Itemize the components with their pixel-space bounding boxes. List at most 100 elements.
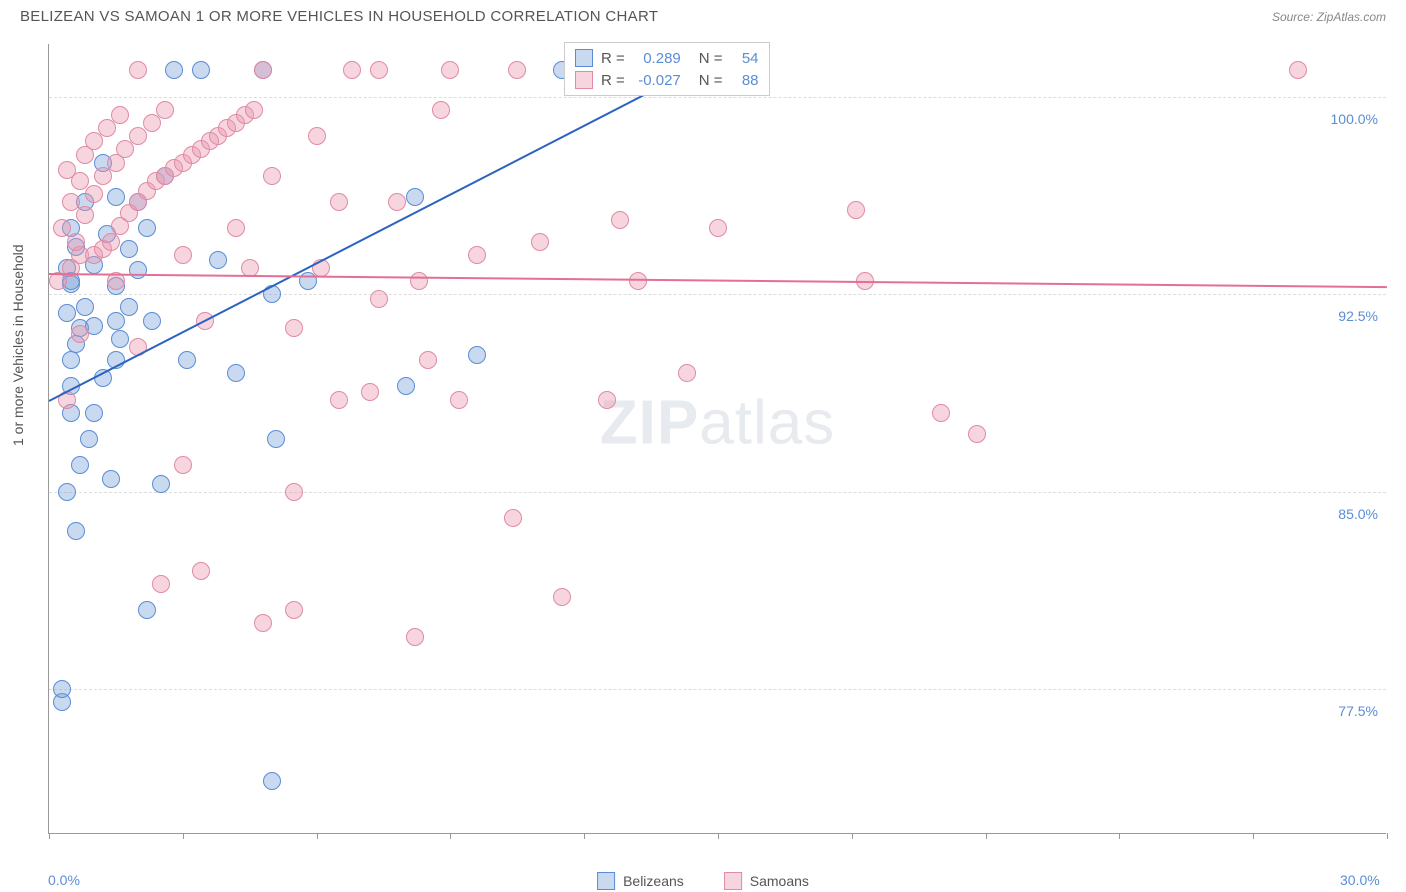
x-tick xyxy=(450,833,451,839)
stats-n-value: 54 xyxy=(731,50,759,67)
stats-r-label: R = xyxy=(601,50,625,67)
stats-box: R =0.289N =54R =-0.027N =88 xyxy=(564,42,770,96)
chart-container: BELIZEAN VS SAMOAN 1 OR MORE VEHICLES IN… xyxy=(0,0,1406,892)
gridline xyxy=(49,492,1386,493)
scatter-point xyxy=(285,319,303,337)
scatter-point xyxy=(178,351,196,369)
scatter-point xyxy=(227,219,245,237)
scatter-point xyxy=(263,772,281,790)
scatter-point xyxy=(174,246,192,264)
scatter-point xyxy=(120,240,138,258)
legend-label: Belizeans xyxy=(623,873,684,889)
scatter-point xyxy=(531,233,549,251)
scatter-point xyxy=(932,404,950,422)
x-tick xyxy=(718,833,719,839)
scatter-point xyxy=(709,219,727,237)
scatter-point xyxy=(343,61,361,79)
x-tick xyxy=(317,833,318,839)
y-tick-label: 77.5% xyxy=(1338,703,1378,719)
scatter-point xyxy=(116,140,134,158)
y-tick-label: 100.0% xyxy=(1331,111,1378,127)
watermark-atlas: atlas xyxy=(699,388,835,457)
scatter-point xyxy=(245,101,263,119)
trend-line xyxy=(49,273,1387,288)
scatter-point xyxy=(410,272,428,290)
scatter-point xyxy=(598,391,616,409)
scatter-point xyxy=(285,601,303,619)
scatter-point xyxy=(468,346,486,364)
stats-swatch xyxy=(575,71,593,89)
scatter-point xyxy=(678,364,696,382)
scatter-point xyxy=(1289,61,1307,79)
scatter-point xyxy=(102,233,120,251)
legend-label: Samoans xyxy=(750,873,809,889)
scatter-point xyxy=(85,185,103,203)
stats-n-value: 88 xyxy=(731,72,759,89)
scatter-point xyxy=(468,246,486,264)
scatter-point xyxy=(370,61,388,79)
scatter-point xyxy=(58,304,76,322)
scatter-point xyxy=(330,193,348,211)
scatter-point xyxy=(192,61,210,79)
scatter-point xyxy=(120,298,138,316)
scatter-point xyxy=(111,330,129,348)
scatter-point xyxy=(611,211,629,229)
scatter-point xyxy=(62,193,80,211)
scatter-point xyxy=(76,206,94,224)
scatter-point xyxy=(370,290,388,308)
scatter-point xyxy=(388,193,406,211)
x-axis-label: 30.0% xyxy=(1340,872,1380,888)
y-tick-label: 85.0% xyxy=(1338,506,1378,522)
legend-item: Samoans xyxy=(724,872,809,890)
scatter-point xyxy=(192,562,210,580)
scatter-point xyxy=(553,588,571,606)
scatter-point xyxy=(432,101,450,119)
scatter-point xyxy=(80,430,98,448)
scatter-point xyxy=(406,188,424,206)
scatter-point xyxy=(419,351,437,369)
x-tick xyxy=(852,833,853,839)
x-tick xyxy=(49,833,50,839)
x-tick xyxy=(584,833,585,839)
stats-row: R = 0.289 N = 54 xyxy=(575,47,759,69)
scatter-point xyxy=(53,680,71,698)
legend-swatch xyxy=(724,872,742,890)
scatter-point xyxy=(143,114,161,132)
scatter-point xyxy=(152,575,170,593)
scatter-point xyxy=(107,312,125,330)
scatter-point xyxy=(156,101,174,119)
scatter-point xyxy=(129,61,147,79)
y-axis-title: 1 or more Vehicles in Household xyxy=(10,244,26,446)
scatter-point xyxy=(267,430,285,448)
scatter-point xyxy=(504,509,522,527)
stats-n-label: N = xyxy=(699,50,723,67)
scatter-point xyxy=(67,233,85,251)
plot-area: ZIPatlas 77.5% 85.0% 92.5% 100.0% xyxy=(48,44,1386,834)
stats-r-value: 0.289 xyxy=(633,50,681,67)
y-tick-label: 92.5% xyxy=(1338,308,1378,324)
scatter-point xyxy=(330,391,348,409)
gridline xyxy=(49,97,1386,98)
scatter-point xyxy=(254,614,272,632)
scatter-point xyxy=(263,167,281,185)
scatter-point xyxy=(71,456,89,474)
chart-source: Source: ZipAtlas.com xyxy=(1272,10,1386,24)
scatter-point xyxy=(53,219,71,237)
scatter-point xyxy=(968,425,986,443)
scatter-point xyxy=(85,404,103,422)
scatter-point xyxy=(174,456,192,474)
stats-swatch xyxy=(575,49,593,67)
scatter-point xyxy=(71,325,89,343)
stats-r-label: R = xyxy=(601,72,625,89)
bottom-legend: Belizeans Samoans xyxy=(597,872,809,890)
scatter-point xyxy=(143,312,161,330)
scatter-point xyxy=(129,261,147,279)
legend-item: Belizeans xyxy=(597,872,684,890)
watermark: ZIPatlas xyxy=(600,387,835,458)
x-axis-label: 0.0% xyxy=(48,872,80,888)
stats-n-label: N = xyxy=(699,72,723,89)
chart-header: BELIZEAN VS SAMOAN 1 OR MORE VEHICLES IN… xyxy=(0,0,1406,29)
scatter-point xyxy=(129,127,147,145)
scatter-point xyxy=(308,127,326,145)
scatter-point xyxy=(102,470,120,488)
